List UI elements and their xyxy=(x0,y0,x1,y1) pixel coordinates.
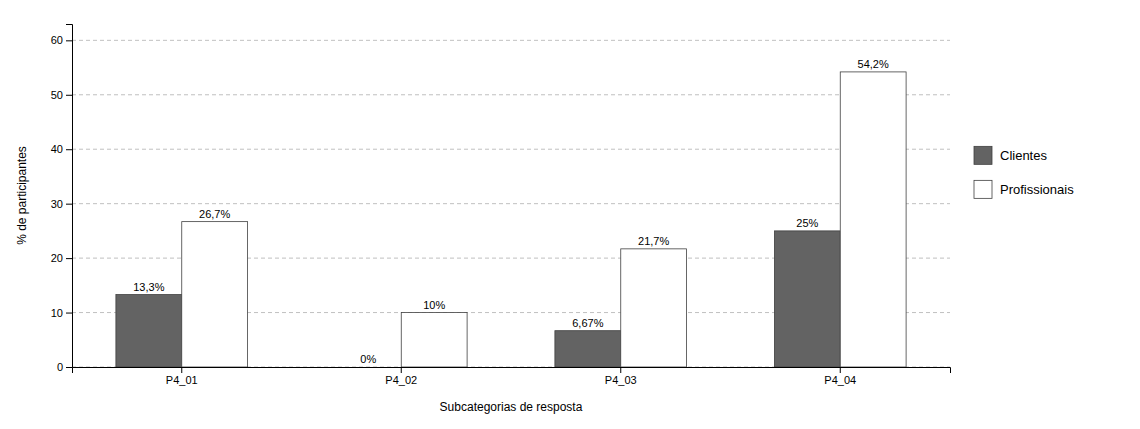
data-labels: 13,3% 0% 6,67% 25% 26,7% 10% 21,7% 54,2% xyxy=(133,58,889,365)
y-tick-mark xyxy=(66,258,72,259)
legend: Clientes Profissionais xyxy=(974,146,1074,198)
x-axis-title: Subcategorias de resposta xyxy=(440,400,583,414)
y-tick-mark xyxy=(66,367,72,368)
chart: 13,3%0%6,67%25%26,7%10%21,7%54,2%P4_01P4… xyxy=(0,0,1140,429)
data-label: 54,2% xyxy=(858,58,889,70)
x-tick-mark xyxy=(840,367,841,373)
legend-label: Clientes xyxy=(1000,148,1047,163)
y-tick: 40 xyxy=(51,143,72,155)
y-tick-label: 30 xyxy=(51,198,63,210)
data-label: 25% xyxy=(796,217,818,229)
x-axis-line xyxy=(73,368,951,374)
x-tick-label: P4_02 xyxy=(385,374,417,386)
data-label: 6,67% xyxy=(572,317,603,329)
bar xyxy=(774,231,840,367)
legend-label: Profissionais xyxy=(1000,182,1074,197)
y-tick-label: 60 xyxy=(51,34,63,46)
data-label: 10% xyxy=(423,299,445,311)
y-tick: 30 xyxy=(51,198,72,210)
y-tick: 50 xyxy=(51,89,72,101)
bar xyxy=(840,72,906,367)
x-tick-label: P4_03 xyxy=(605,374,637,386)
y-tick-mark xyxy=(66,40,72,41)
grid-line xyxy=(72,203,950,204)
x-tick-mark xyxy=(620,367,621,373)
x-tick-mark xyxy=(401,367,402,373)
y-tick-label: 0 xyxy=(57,361,63,373)
legend-item: Profissionais xyxy=(974,180,1074,198)
data-label: 21,7% xyxy=(638,235,669,247)
bar xyxy=(621,249,687,367)
x-tick-mark xyxy=(181,367,182,373)
y-tick-mark xyxy=(66,149,72,150)
plot: 13,3%0%6,67%25%26,7%10%21,7%54,2%P4_01P4… xyxy=(15,25,1074,415)
legend-swatch xyxy=(974,180,992,198)
x-tick: P4_02 xyxy=(385,367,417,386)
bar xyxy=(555,331,621,367)
x-tick-label: P4_01 xyxy=(166,374,198,386)
bar-series xyxy=(182,72,906,367)
y-tick-mark xyxy=(66,313,72,314)
bar xyxy=(116,295,182,367)
x-tick: P4_03 xyxy=(605,367,637,386)
y-tick: 0 xyxy=(57,361,72,373)
y-axis-line xyxy=(66,25,73,368)
grid-line xyxy=(72,94,950,95)
bars xyxy=(116,72,906,367)
grid-line xyxy=(72,149,950,150)
grid-line xyxy=(72,40,950,41)
y-tick: 10 xyxy=(51,307,72,319)
legend-item: Clientes xyxy=(974,146,1047,164)
x-tick-label: P4_04 xyxy=(824,374,856,386)
y-tick-label: 40 xyxy=(51,143,63,155)
data-label: 13,3% xyxy=(133,281,164,293)
bar xyxy=(335,367,401,368)
x-axis: P4_01 P4_02 P4_03 P4_04 xyxy=(73,367,951,386)
y-tick: 60 xyxy=(51,34,72,46)
data-label: 0% xyxy=(360,353,376,365)
data-label: 26,7% xyxy=(199,208,230,220)
y-axis: 0 10 20 30 40 50 60 xyxy=(51,25,73,374)
y-tick: 20 xyxy=(51,252,72,264)
y-tick-mark xyxy=(66,95,72,96)
y-axis-title: % de participantes xyxy=(15,146,29,245)
legend-swatch xyxy=(974,146,992,164)
bar xyxy=(182,222,248,367)
x-tick: P4_01 xyxy=(166,367,198,386)
y-tick-label: 50 xyxy=(51,89,63,101)
grid xyxy=(72,40,950,367)
y-tick-label: 20 xyxy=(51,252,63,264)
y-tick-mark xyxy=(66,204,72,205)
x-tick: P4_04 xyxy=(824,367,856,386)
bar xyxy=(401,313,467,367)
y-tick-label: 10 xyxy=(51,307,63,319)
